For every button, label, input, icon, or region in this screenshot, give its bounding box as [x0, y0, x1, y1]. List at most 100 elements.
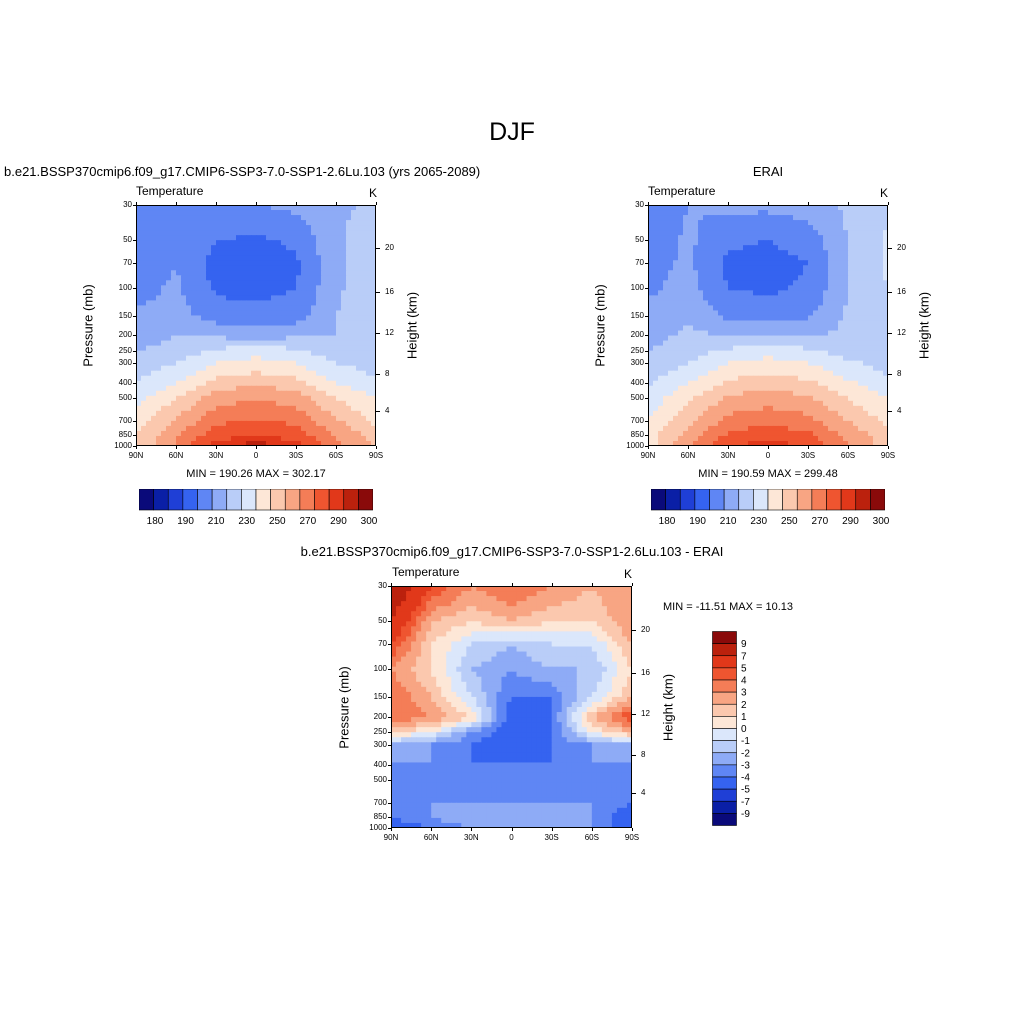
heatmap-cell — [546, 586, 553, 592]
heatmap-cell — [346, 400, 352, 407]
heatmap-cell — [161, 395, 167, 402]
heatmap-cell — [161, 405, 167, 412]
heatmap-cell — [828, 390, 834, 397]
heatmap-cell — [156, 220, 162, 226]
heatmap-cell — [783, 360, 789, 367]
heatmap-cell — [718, 220, 724, 226]
heatmap-cell — [753, 305, 759, 312]
heatmap-cell — [848, 435, 854, 442]
heatmap-cell — [813, 210, 819, 216]
heatmap-cell — [261, 255, 267, 261]
heatmap-cell — [733, 400, 739, 407]
heatmap-cell — [226, 375, 232, 382]
heatmap-cell — [161, 410, 167, 417]
heatmap-cell — [783, 405, 789, 412]
heatmap-cell — [718, 350, 724, 357]
heatmap-cell — [828, 240, 834, 246]
colorbar-box — [870, 488, 886, 511]
heatmap-cell — [321, 405, 327, 412]
heatmap-cell — [371, 430, 377, 437]
heatmap-cell — [778, 340, 784, 347]
heatmap-cell — [161, 320, 167, 327]
heatmap-cell — [521, 611, 528, 617]
heatmap-cell — [773, 285, 779, 291]
heatmap-cell — [311, 380, 317, 387]
heatmap-cell — [371, 395, 377, 402]
heatmap-cell — [803, 335, 809, 342]
heatmap-cell — [838, 390, 844, 397]
heatmap-cell — [843, 430, 849, 437]
heatmap-cell — [698, 280, 704, 286]
heatmap-cell — [853, 215, 859, 221]
heatmap-cell — [878, 325, 884, 332]
heatmap-cell — [231, 265, 237, 271]
heatmap-cell — [848, 235, 854, 241]
heatmap-cell — [743, 370, 749, 377]
heatmap-cell — [521, 601, 528, 607]
heatmap-cell — [546, 601, 553, 607]
heatmap-cell — [828, 265, 834, 271]
heatmap-cell — [161, 245, 167, 251]
heatmap-cell — [521, 586, 528, 592]
heatmap-cell — [703, 220, 709, 226]
heatmap-cell — [211, 270, 217, 276]
heatmap-cell — [863, 370, 869, 377]
heatmap-cell — [316, 240, 322, 246]
heatmap-cell — [351, 430, 357, 437]
heatmap-cell — [366, 360, 372, 367]
heatmap-cell — [286, 225, 292, 231]
heatmap-cell — [246, 375, 252, 382]
heatmap-cell — [211, 360, 217, 367]
heatmap-cell — [226, 420, 232, 427]
heatmap-cell — [648, 250, 654, 256]
heatmap-cell — [301, 385, 307, 392]
heatmap-cell — [156, 370, 162, 377]
heatmap-cell — [201, 285, 207, 291]
heatmap-cell — [296, 350, 302, 357]
heatmap-cell — [276, 360, 282, 367]
heatmap-cell — [883, 375, 889, 382]
heatmap-cell — [743, 305, 749, 312]
heatmap-cell — [843, 230, 849, 236]
heatmap-cell — [291, 285, 297, 291]
heatmap-cell — [773, 395, 779, 402]
heatmap-cell — [703, 390, 709, 397]
heatmap-cell — [241, 240, 247, 246]
heatmap-cell — [698, 350, 704, 357]
heatmap-cell — [236, 310, 242, 317]
heatmap-cell — [868, 320, 874, 327]
heatmap-cell — [783, 235, 789, 241]
heatmap-cell — [286, 290, 292, 296]
heatmap-cell — [236, 255, 242, 261]
heatmap-cell — [176, 285, 182, 291]
heatmap-cell — [658, 425, 664, 432]
heatmap-cell — [743, 215, 749, 221]
heatmap-cell — [351, 270, 357, 276]
heatmap-cell — [331, 415, 337, 422]
panel3-heatmap — [391, 586, 633, 829]
heatmap-cell — [863, 350, 869, 357]
heatmap-cell — [511, 606, 518, 612]
heatmap-cell — [306, 425, 312, 432]
heatmap-cell — [733, 225, 739, 231]
heatmap-cell — [146, 230, 152, 236]
heatmap-cell — [763, 235, 769, 241]
heatmap-cell — [166, 335, 172, 342]
heatmap-cell — [466, 591, 472, 597]
heatmap-cell — [146, 250, 152, 256]
heatmap-cell — [316, 345, 322, 352]
heatmap-cell — [206, 320, 212, 327]
heatmap-cell — [316, 300, 322, 307]
heatmap-cell — [798, 410, 804, 417]
heatmap-cell — [673, 395, 679, 402]
heatmap-cell — [853, 295, 859, 301]
heatmap-cell — [246, 370, 252, 377]
heatmap-cell — [713, 305, 719, 312]
heatmap-cell — [838, 385, 844, 392]
heatmap-cell — [306, 270, 312, 276]
heatmap-cell — [271, 435, 277, 442]
heatmap-cell — [763, 345, 769, 352]
heatmap-cell — [366, 220, 372, 226]
heatmap-cell — [356, 205, 362, 211]
heatmap-cell — [201, 265, 207, 271]
